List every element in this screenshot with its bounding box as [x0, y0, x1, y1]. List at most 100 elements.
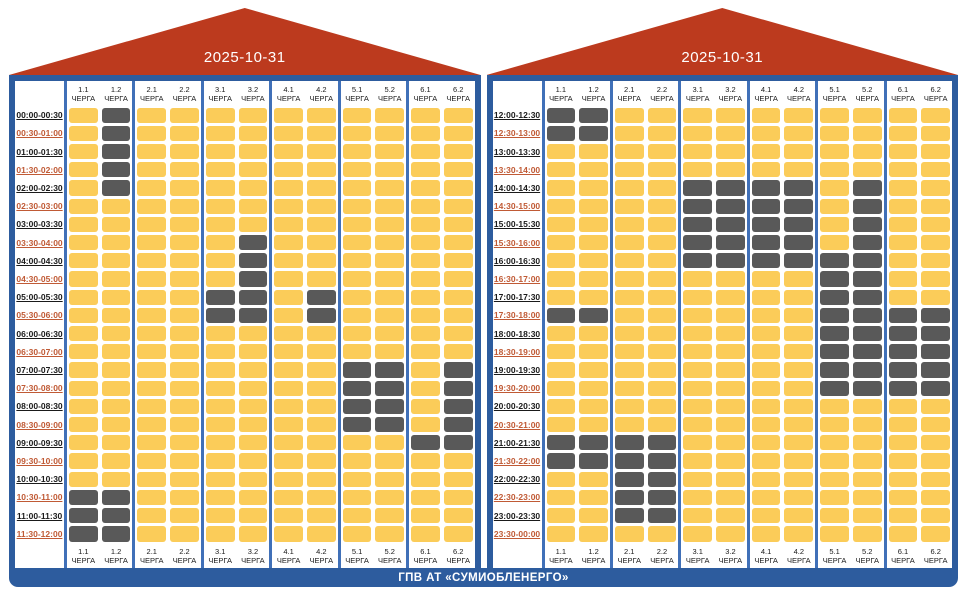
schedule-cell — [852, 107, 882, 123]
queue-header-row: 6.1 ЧЕРГА 6.2 ЧЕРГА — [887, 81, 952, 106]
queue-header: 1.2 ЧЕРГА — [104, 546, 128, 565]
schedule-row — [750, 397, 815, 415]
schedule-cell — [306, 289, 336, 305]
schedule-row — [750, 416, 815, 434]
schedule-cell — [443, 307, 473, 323]
schedule-cell — [205, 417, 235, 433]
schedule-row — [887, 106, 952, 124]
schedule-row — [681, 507, 746, 525]
schedule-cell — [101, 326, 131, 342]
schedule-cell — [375, 508, 405, 524]
schedule-cell — [683, 489, 713, 506]
schedule-cell — [101, 162, 131, 178]
schedule-row — [67, 525, 132, 543]
schedule-cell — [888, 362, 918, 378]
schedule-row — [887, 379, 952, 397]
queue-header: 4.1 ЧЕРГА — [276, 546, 301, 565]
schedule-cell — [614, 435, 644, 451]
schedule-row — [341, 288, 406, 306]
schedule-cell — [614, 344, 644, 360]
schedule-cell — [238, 362, 268, 378]
schedule-row — [818, 416, 883, 434]
time-slot-label: 08:00-08:30 — [16, 401, 63, 412]
schedule-cell — [683, 289, 713, 305]
schedule-cell — [411, 216, 440, 232]
time-slot-label: 23:00-23:30 — [493, 510, 541, 521]
schedule-cell — [579, 234, 608, 251]
queue-header-row: 4.1 ЧЕРГА 4.2 ЧЕРГА — [750, 81, 815, 106]
schedule-row — [341, 397, 406, 415]
schedule-cell — [888, 417, 918, 433]
schedule-row — [545, 325, 610, 343]
schedule-row — [272, 325, 337, 343]
time-slot-label: 04:00-04:30 — [16, 255, 63, 266]
schedule-row — [204, 215, 269, 233]
schedule-row — [272, 270, 337, 288]
schedule-row — [818, 434, 883, 452]
schedule-cell — [546, 216, 576, 232]
schedule-row — [272, 488, 337, 506]
time-slot-label: 11:30-12:00 — [16, 528, 63, 539]
queue-footer-row: 1.1 ЧЕРГА 1.2 ЧЕРГА — [67, 543, 132, 568]
queue-header: 5.1 ЧЕРГА — [822, 84, 847, 103]
schedule-cell — [820, 471, 849, 487]
schedule-cell — [716, 526, 745, 542]
time-slot-label: 18:30-19:00 — [493, 346, 541, 357]
queue-header: 2.1 ЧЕРГА — [139, 546, 164, 565]
schedule-row — [272, 470, 337, 488]
schedule-cell — [546, 143, 576, 160]
schedule-cell — [852, 435, 882, 451]
schedule-cell — [820, 216, 849, 232]
schedule-row — [272, 434, 337, 452]
schedule-cell — [306, 162, 336, 178]
schedule-cell — [546, 198, 576, 214]
schedule-cell — [101, 253, 131, 269]
schedule-row — [545, 288, 610, 306]
schedule-row — [67, 452, 132, 470]
schedule-cell — [921, 216, 951, 232]
schedule-cell — [306, 471, 336, 487]
schedule-row — [681, 361, 746, 379]
schedule-row — [750, 106, 815, 124]
schedule-cell — [411, 489, 440, 506]
schedule-cell — [614, 289, 644, 305]
schedule-row — [204, 252, 269, 270]
schedule-cell — [579, 380, 608, 396]
schedule-cell — [784, 107, 814, 123]
schedule-cell — [921, 180, 951, 196]
time-slot-label: 22:30-23:00 — [493, 492, 541, 503]
schedule-cell — [784, 253, 814, 269]
schedule-row — [341, 434, 406, 452]
schedule-cell — [614, 471, 644, 487]
queue-header: 1.1 ЧЕРГА — [71, 546, 96, 565]
schedule-row — [545, 215, 610, 233]
schedule-cell — [170, 125, 199, 141]
schedule-cell — [614, 143, 644, 160]
schedule-cell — [342, 253, 372, 269]
schedule-cell — [546, 526, 576, 542]
time-slot-label: 16:30-17:00 — [493, 273, 541, 284]
schedule-cell — [342, 234, 372, 251]
schedule-cell — [546, 362, 576, 378]
schedule-row — [409, 507, 474, 525]
schedule-cell — [820, 453, 849, 469]
queue-header: 2.1 ЧЕРГА — [617, 84, 642, 103]
schedule-cell — [716, 362, 745, 378]
schedule-row — [341, 161, 406, 179]
schedule-cell — [579, 417, 608, 433]
schedule-cell — [342, 216, 372, 232]
queue-header: 4.2 ЧЕРГА — [787, 546, 811, 565]
schedule-row — [409, 452, 474, 470]
queue-footer-row: 6.1 ЧЕРГА 6.2 ЧЕРГА — [409, 543, 474, 568]
schedule-row — [613, 215, 678, 233]
schedule-cell — [170, 526, 199, 542]
schedule-cell — [342, 417, 372, 433]
time-slot-label: 12:30-13:00 — [493, 128, 541, 139]
schedule-cell — [683, 180, 713, 196]
schedule-cell — [683, 162, 713, 178]
queue-header: 4.1 ЧЕРГА — [276, 84, 301, 103]
schedule-row — [67, 252, 132, 270]
schedule-row — [818, 179, 883, 197]
schedule-cell — [238, 471, 268, 487]
schedule-cell — [683, 143, 713, 160]
